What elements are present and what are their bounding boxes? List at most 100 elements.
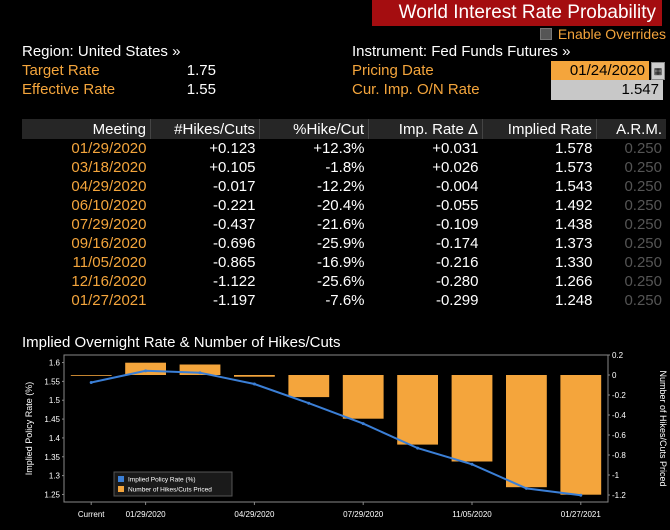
y-tick-label: 1.4 <box>49 434 61 443</box>
table-row[interactable]: 04/29/2020 -0.017 -12.2% -0.004 1.543 0.250 <box>22 177 666 196</box>
legend-entry: Number of Hikes/Cuts Priced <box>128 487 212 494</box>
target-rate-label: Target Rate <box>22 62 100 79</box>
delta-cell: -0.174 <box>435 235 479 252</box>
title-bar: World Interest Rate Probability <box>0 0 670 26</box>
x-tick-label: 01/29/2020 <box>126 510 167 519</box>
col-imp-rate-delta[interactable]: Imp. Rate Δ <box>368 119 483 139</box>
x-tick-label: Current <box>78 510 105 519</box>
hikes-cell: -0.221 <box>212 197 256 214</box>
pricing-date-label: Pricing Date <box>352 62 434 79</box>
arm-cell: 0.250 <box>624 178 662 195</box>
pricing-date-input[interactable]: 01/24/2020 <box>551 61 649 81</box>
bar-hikes-cuts <box>342 375 384 419</box>
delta-cell: -0.280 <box>435 273 479 290</box>
pct-cell: -12.2% <box>316 178 365 195</box>
col-pct-hike-cut[interactable]: %Hike/Cut <box>259 119 369 139</box>
effective-rate-label: Effective Rate <box>22 81 116 98</box>
y2-tick-label: 0.2 <box>612 351 624 360</box>
implied-cell: 1.330 <box>554 254 593 271</box>
table-row[interactable]: 01/29/2020 +0.123 +12.3% +0.031 1.578 0.250 <box>22 139 666 158</box>
col-meeting[interactable]: Meeting <box>22 119 151 139</box>
line-point <box>524 486 528 490</box>
table-row[interactable]: 09/16/2020 -0.696 -25.9% -0.174 1.373 0.250 <box>22 234 666 253</box>
y-tick-label: 1.35 <box>44 453 60 462</box>
y-tick-label: 1.25 <box>44 490 60 499</box>
col-implied-rate[interactable]: Implied Rate <box>482 119 597 139</box>
y-tick-label: 1.6 <box>49 359 61 368</box>
meeting-table: Meeting #Hikes/Cuts %Hike/Cut Imp. Rate … <box>22 119 666 310</box>
y2-tick-label: -1 <box>612 471 620 480</box>
y2-tick-label: -0.8 <box>612 451 626 460</box>
y2-tick-label: -1.2 <box>612 491 626 500</box>
table-row[interactable]: 03/18/2020 +0.105 -1.8% +0.026 1.573 0.250 <box>22 158 666 177</box>
chart-title: Implied Overnight Rate & Number of Hikes… <box>22 334 341 351</box>
pct-cell: -7.6% <box>325 292 365 309</box>
delta-cell: -0.109 <box>435 216 479 233</box>
table-row[interactable]: 07/29/2020 -0.437 -21.6% -0.109 1.438 0.250 <box>22 215 666 234</box>
instrument-selector[interactable]: Instrument: Fed Funds Futures » <box>352 43 571 60</box>
y-tick-label: 1.45 <box>44 415 60 424</box>
checkbox-icon[interactable] <box>539 28 552 40</box>
bar-hikes-cuts <box>179 364 221 375</box>
pct-cell: -20.4% <box>316 197 365 214</box>
arm-cell: 0.250 <box>624 273 662 290</box>
hikes-cell: -0.696 <box>212 235 256 252</box>
meeting-cell: 07/29/2020 <box>71 216 147 233</box>
calendar-icon[interactable]: ▦ <box>651 62 665 80</box>
legend-entry: Implied Policy Rate (%) <box>128 477 196 484</box>
line-point <box>89 381 93 385</box>
y2-axis-label: Number of Hikes/Cuts Priced <box>658 370 668 486</box>
pct-cell: -25.9% <box>316 235 365 252</box>
y2-tick-label: -0.4 <box>612 411 626 420</box>
delta-cell: -0.299 <box>435 292 479 309</box>
hikes-cell: -1.197 <box>212 292 256 309</box>
bar-hikes-cuts <box>506 375 547 488</box>
x-tick-label: 11/05/2020 <box>452 510 492 519</box>
col-arm[interactable]: A.R.M. <box>596 119 666 139</box>
imp-rate-input[interactable]: 1.547 <box>551 80 663 100</box>
table-row[interactable]: 01/27/2021 -1.197 -7.6% -0.299 1.248 0.250 <box>22 291 666 310</box>
arm-cell: 0.250 <box>624 140 662 157</box>
hikes-cell: -0.437 <box>212 216 256 233</box>
rate-chart: 1.25 1.3 1.35 1.4 1.45 1.5 1.55 1.6 -1.2 -1 -0.8 -0… <box>24 351 668 519</box>
pct-cell: -16.9% <box>316 254 365 271</box>
bar-hikes-cuts <box>560 375 602 495</box>
implied-cell: 1.373 <box>554 235 593 252</box>
implied-cell: 1.543 <box>554 178 593 195</box>
meeting-cell: 11/05/2020 <box>72 254 147 271</box>
pct-cell: -21.6% <box>316 216 365 233</box>
y2-tick-label: -0.6 <box>612 431 626 440</box>
hikes-cell: +0.105 <box>209 159 256 176</box>
table-row[interactable]: 11/05/2020 -0.865 -16.9% -0.216 1.330 0.250 <box>22 253 666 272</box>
table-row[interactable]: 12/16/2020 -1.122 -25.6% -0.280 1.266 0.250 <box>22 272 666 291</box>
enable-overrides-toggle[interactable]: Enable Overrides <box>539 26 666 42</box>
arm-cell: 0.250 <box>624 292 662 309</box>
legend-swatch-line <box>118 476 124 482</box>
line-point <box>579 493 583 497</box>
meeting-cell: 09/16/2020 <box>71 235 147 252</box>
y-tick-label: 1.55 <box>44 377 60 386</box>
col-hikes-cuts[interactable]: #Hikes/Cuts <box>150 119 260 139</box>
implied-cell: 1.492 <box>554 197 593 214</box>
y-tick-label: 1.5 <box>49 396 61 405</box>
meeting-cell: 03/18/2020 <box>71 159 147 176</box>
meeting-cell: 04/29/2020 <box>71 178 147 195</box>
implied-cell: 1.248 <box>554 292 593 309</box>
effective-rate-value: 1.55 <box>186 81 216 98</box>
hikes-cell: -1.122 <box>212 273 256 290</box>
line-point <box>144 369 148 373</box>
imp-rate-label: Cur. Imp. O/N Rate <box>352 81 480 98</box>
arm-cell: 0.250 <box>624 216 662 233</box>
arm-cell: 0.250 <box>624 254 662 271</box>
bar-hikes-cuts <box>234 375 275 377</box>
pct-cell: -25.6% <box>316 273 365 290</box>
table-header-row: Meeting #Hikes/Cuts %Hike/Cut Imp. Rate … <box>22 119 666 139</box>
bar-hikes-cuts <box>70 375 112 376</box>
hikes-cell: -0.865 <box>212 254 256 271</box>
arm-cell: 0.250 <box>624 159 662 176</box>
y-axis-label: Implied Policy Rate (%) <box>24 382 34 476</box>
region-selector[interactable]: Region: United States » <box>22 43 181 60</box>
implied-cell: 1.266 <box>554 273 593 290</box>
delta-cell: -0.004 <box>435 178 479 195</box>
table-row[interactable]: 06/10/2020 -0.221 -20.4% -0.055 1.492 0.250 <box>22 196 666 215</box>
